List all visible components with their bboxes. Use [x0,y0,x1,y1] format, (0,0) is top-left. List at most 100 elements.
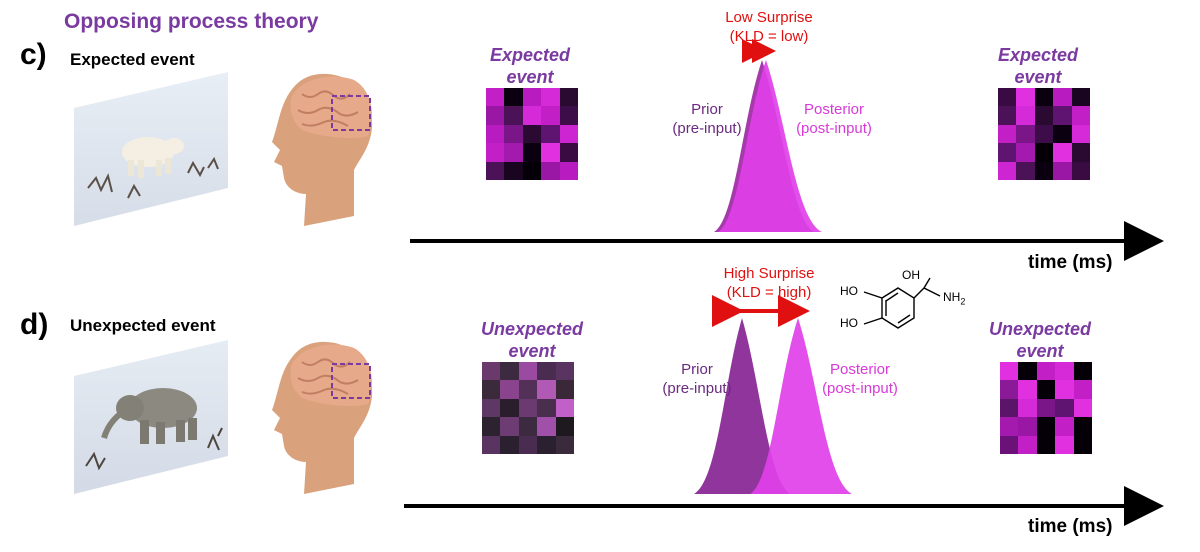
grid-cell [1000,435,1019,454]
grid-cell [998,106,1017,125]
grid-cell [1055,417,1074,436]
grid-cell [1000,417,1019,436]
panel-d-left-activity-grid [482,362,574,454]
grid-cell [1036,398,1056,418]
grid-cell [1036,362,1056,381]
grid-cell [1034,106,1054,125]
grid-cell [486,124,505,144]
grid-cell [518,435,538,454]
grid-cell [541,161,560,180]
grid-cell [1073,362,1092,381]
dopamine-molecule [863,277,941,329]
panel-d-row-label: Unexpected event [70,316,216,335]
grid-cell [518,417,538,436]
grid-cell [1018,362,1037,381]
grid-cell [522,88,542,107]
grid-cell [1018,417,1037,436]
grid-cell [1034,124,1054,144]
grid-cell [998,161,1017,180]
grid-cell [537,417,556,436]
grid-cell [500,398,519,418]
grid-cell [1055,435,1074,454]
panel-c-posterior-curve [718,60,822,232]
panel-d-right-activity-grid [1000,362,1092,454]
grid-cell [504,106,523,125]
grid-cell [555,398,574,418]
grid-cell [1018,398,1037,418]
grid-cell [1055,398,1074,418]
grid-cell [1053,124,1072,144]
grid-cell [1016,143,1035,162]
grid-cell [1071,88,1090,107]
grid-cell [482,380,501,399]
grid-cell [555,362,574,381]
molecule-nh2-text: NH [943,290,961,304]
grid-cell [555,435,574,454]
panel-c-prior-label: Prior (pre-input) [672,101,742,137]
grid-cell [1053,161,1072,180]
grid-cell [541,88,560,107]
grid-cell [522,143,542,162]
panel-d-prior-curve [694,318,790,494]
grid-cell [1016,124,1035,144]
grid-cell [559,161,578,180]
panel-c-right-activity-grid [998,88,1090,180]
panel-d-prior-label: Prior (pre-input) [662,361,732,397]
molecule-nh2-label: NH2 [943,290,965,306]
grid-cell [518,398,538,418]
grid-cell [522,106,542,125]
grid-cell [537,398,556,418]
panel-c-right-event-label: Expected event [997,45,1079,87]
grid-cell [500,380,519,399]
grid-cell [486,88,505,107]
grid-cell [537,435,556,454]
grid-cell [1000,362,1019,381]
grid-cell [1055,380,1074,399]
grid-cell [522,161,542,180]
grid-cell [504,124,523,144]
grid-cell [504,143,523,162]
grid-cell [486,143,505,162]
grid-cell [541,124,560,144]
panel-d-posterior-label: Posterior (post-input) [822,361,898,397]
grid-cell [500,417,519,436]
molecule-ho-bottom-label: HO [840,316,858,330]
grid-cell [1034,88,1054,107]
grid-cell [1018,380,1037,399]
panel-c-posterior-label: Posterior (post-input) [796,101,872,137]
grid-cell [500,435,519,454]
panel-d-surprise-label: High Surprise (KLD = high) [723,265,815,301]
panel-c-left-activity-grid [486,88,578,180]
grid-cell [1073,435,1092,454]
panel-c-left-event-label: Expected event [489,45,571,87]
grid-cell [559,124,578,144]
grid-cell [1036,435,1056,454]
grid-cell [504,88,523,107]
grid-cell [555,417,574,436]
head-with-brain [262,334,382,504]
panel-d-time-label: time (ms) [1028,516,1113,537]
grid-cell [518,380,538,399]
grid-cell [541,106,560,125]
panel-c-letter: c) [20,38,47,71]
grid-cell [559,106,578,125]
grid-cell [1073,417,1092,436]
grid-cell [482,362,501,381]
grid-cell [1000,380,1019,399]
figure-title: Opposing process theory [64,10,319,33]
grid-cell [998,124,1017,144]
grid-cell [1053,88,1072,107]
grid-cell [998,143,1017,162]
grid-cell [1071,106,1090,125]
grid-cell [1000,398,1019,418]
panel-d-right-event-label: Unexpected event [988,319,1092,361]
grid-cell [1018,435,1037,454]
elephant-photo [68,336,234,498]
grid-cell [559,143,578,162]
grid-cell [504,161,523,180]
grid-cell [537,380,556,399]
grid-cell [555,380,574,399]
grid-cell [998,88,1017,107]
grid-cell [1071,161,1090,180]
